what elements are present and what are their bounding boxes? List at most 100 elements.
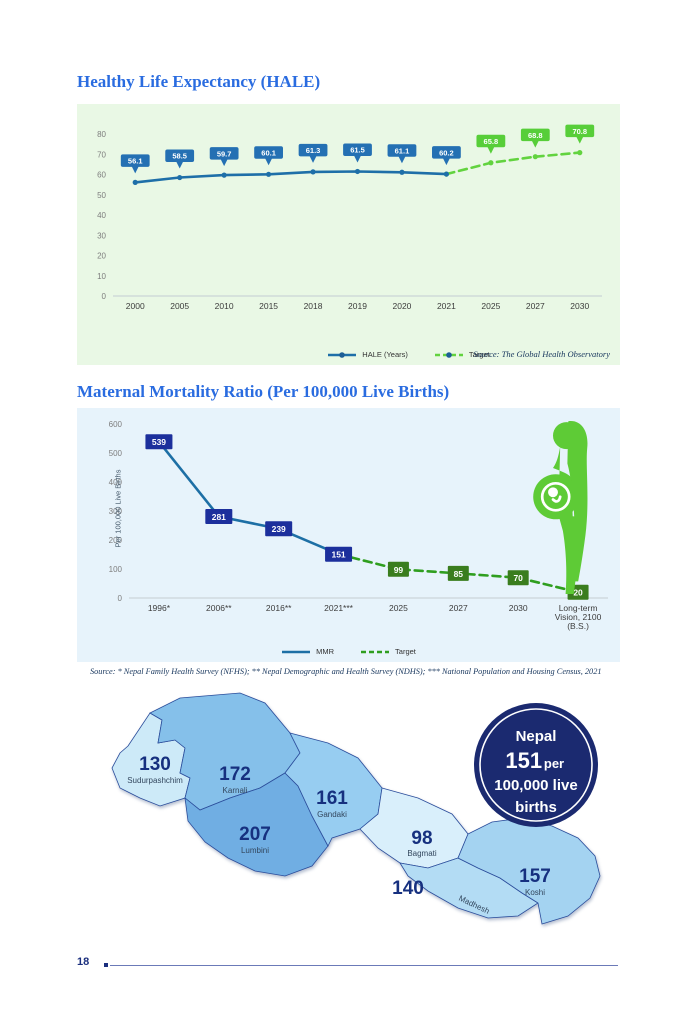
pregnant-woman-icon <box>526 414 616 612</box>
svg-text:Nepal: Nepal <box>516 728 557 745</box>
svg-text:0: 0 <box>102 292 107 301</box>
svg-text:20: 20 <box>573 588 583 598</box>
svg-text:50: 50 <box>97 191 106 200</box>
region-name: Gandaki <box>317 810 347 819</box>
province-gandaki <box>284 732 383 847</box>
page-number: 18 <box>77 956 90 968</box>
region-value: 130 <box>139 754 171 775</box>
svg-text:56.1: 56.1 <box>128 157 143 166</box>
svg-text:2005: 2005 <box>170 301 189 311</box>
svg-text:61.5: 61.5 <box>350 146 365 155</box>
region-value: 140 <box>392 878 424 899</box>
svg-text:68.8: 68.8 <box>528 131 543 140</box>
svg-text:65.8: 65.8 <box>484 137 499 146</box>
svg-text:2025: 2025 <box>481 301 500 311</box>
svg-text:2015: 2015 <box>259 301 278 311</box>
svg-text:61.1: 61.1 <box>395 146 410 155</box>
svg-text:2021***: 2021*** <box>324 603 354 613</box>
svg-text:2030: 2030 <box>509 603 528 613</box>
svg-text:1996*: 1996* <box>148 603 171 613</box>
mmr-legend: MMR Target <box>281 647 416 656</box>
legend-item: Target <box>361 647 416 656</box>
svg-text:61.3: 61.3 <box>306 146 321 155</box>
svg-text:100,000 live: 100,000 live <box>494 777 577 794</box>
legend-item: Target <box>434 350 490 359</box>
svg-text:60.2: 60.2 <box>439 148 454 157</box>
svg-text:70: 70 <box>513 573 523 583</box>
badge-value: 151 <box>505 748 542 773</box>
mmr-y-axis-label: Per 100,000 Live Births <box>113 469 123 548</box>
svg-text:2027: 2027 <box>526 301 545 311</box>
mmr-chart-panel: Per 100,000 Live Births 0 100 200 300 400 500… <box>77 408 620 662</box>
svg-text:20: 20 <box>97 252 106 261</box>
svg-text:281: 281 <box>212 512 226 522</box>
svg-text:10: 10 <box>97 272 106 281</box>
page-footer: 18 <box>77 956 620 972</box>
svg-text:30: 30 <box>97 231 106 240</box>
legend-item: HALE (Years) <box>327 350 408 359</box>
svg-text:100: 100 <box>109 565 123 574</box>
svg-text:2018: 2018 <box>304 301 323 311</box>
region-value: 172 <box>219 764 251 785</box>
svg-text:400: 400 <box>109 478 123 487</box>
svg-text:2030: 2030 <box>570 301 589 311</box>
region-name: Bagmati <box>407 849 437 858</box>
svg-text:2006**: 2006** <box>206 603 232 613</box>
footer-dot <box>104 963 108 967</box>
svg-text:2021: 2021 <box>437 301 456 311</box>
svg-text:151 per: 151 per <box>505 748 564 773</box>
region-value: 157 <box>519 866 551 887</box>
svg-text:births: births <box>515 799 557 816</box>
region-value: 161 <box>316 788 348 809</box>
mmr-title: Maternal Mortality Ratio (Per 100,000 Li… <box>77 382 450 401</box>
region-name: Karnali <box>223 786 248 795</box>
svg-text:2027: 2027 <box>449 603 468 613</box>
region-name: Lumbini <box>241 846 269 855</box>
hale-legend: HALE (Years) Target <box>327 350 490 359</box>
svg-text:59.7: 59.7 <box>217 149 232 158</box>
badge-births: births <box>515 799 557 816</box>
svg-text:200: 200 <box>109 536 123 545</box>
badge-denominator: 100,000 live <box>494 777 577 794</box>
region-name: Koshi <box>525 888 545 897</box>
svg-text:2000: 2000 <box>126 301 145 311</box>
mmr-source: Source: * Nepal Family Health Survey (NF… <box>90 667 602 676</box>
svg-text:2016**: 2016** <box>266 603 292 613</box>
svg-text:85: 85 <box>454 569 464 579</box>
region-name: Sudurpashchim <box>127 776 183 785</box>
svg-text:2019: 2019 <box>348 301 367 311</box>
svg-text:600: 600 <box>109 420 123 429</box>
svg-text:500: 500 <box>109 449 123 458</box>
legend-item: MMR <box>282 647 335 656</box>
hale-title: Healthy Life Expectancy (HALE) <box>77 72 321 91</box>
svg-text:300: 300 <box>109 507 123 516</box>
national-mmr-badge: Nepal 151 per 100,000 live births <box>474 703 598 827</box>
svg-text:2020: 2020 <box>392 301 411 311</box>
svg-text:70.8: 70.8 <box>572 127 587 136</box>
svg-text:539: 539 <box>152 437 166 447</box>
svg-text:58.5: 58.5 <box>172 152 187 161</box>
svg-text:239: 239 <box>272 524 286 534</box>
svg-text:60.1: 60.1 <box>261 148 276 157</box>
svg-text:2010: 2010 <box>215 301 234 311</box>
region-value: 98 <box>411 828 432 849</box>
svg-text:70: 70 <box>97 150 106 159</box>
svg-text:151: 151 <box>331 550 345 560</box>
region-value: 207 <box>239 824 271 845</box>
svg-text:40: 40 <box>97 211 106 220</box>
svg-text:0: 0 <box>118 594 123 603</box>
badge-unit: per <box>544 756 564 771</box>
svg-text:2025: 2025 <box>389 603 408 613</box>
hale-chart-panel: 0 10 20 30 40 50 60 70 80 2000 2005 2010 2015 2018 201… <box>77 104 620 365</box>
badge-country: Nepal <box>516 728 557 745</box>
hale-source: Source: The Global Health Observatory <box>473 349 610 359</box>
svg-text:80: 80 <box>97 130 106 139</box>
svg-text:99: 99 <box>394 565 404 575</box>
svg-text:60: 60 <box>97 171 106 180</box>
footer-rule <box>110 964 618 966</box>
nepal-mmr-map: 130 Sudurpashchim 172 Karnali 207 Lumbini 161 G… <box>60 686 640 952</box>
mmr-line-chart: 0 100 200 300 400 500 600 1996* 2006** 2016** 2021… <box>109 420 608 631</box>
